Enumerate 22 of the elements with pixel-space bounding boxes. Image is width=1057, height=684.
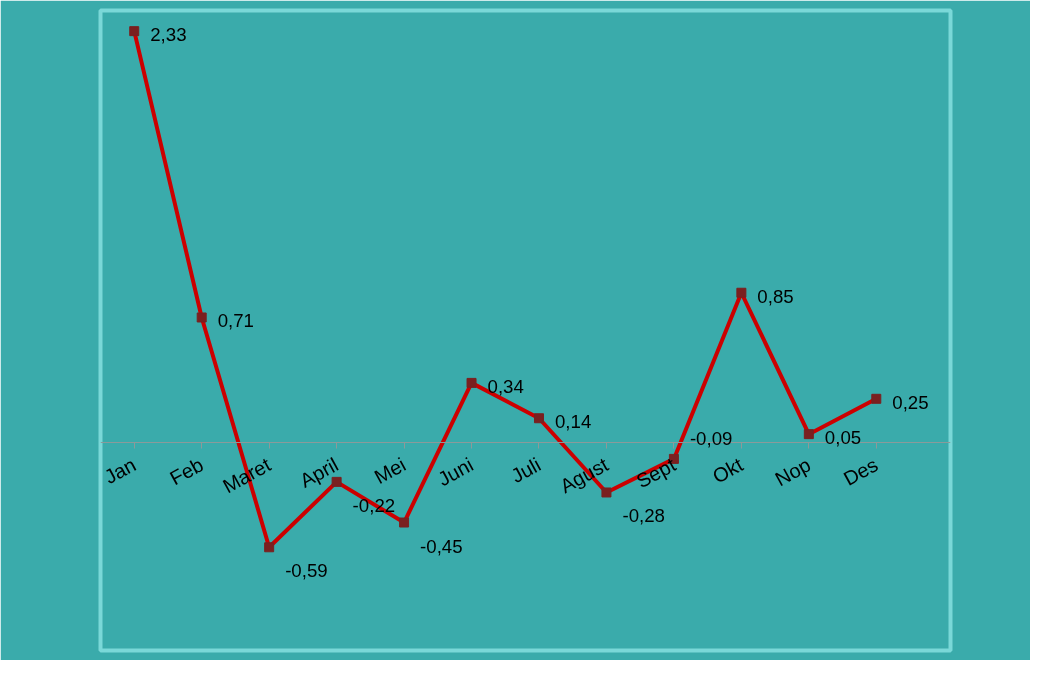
x-tick-label: Sept	[632, 453, 680, 493]
x-tick-label: Feb	[166, 453, 207, 490]
data-label: -0,09	[689, 427, 733, 449]
x-tick-label: Juli	[507, 453, 545, 488]
x-tick-label: Mei	[370, 453, 410, 489]
x-tick-label: Okt	[708, 453, 748, 488]
data-label: 0,85	[757, 285, 794, 307]
data-label: 2,33	[150, 24, 187, 46]
x-tick-label: Jan	[100, 453, 140, 489]
data-label: -0,59	[285, 560, 328, 582]
data-label: 0,71	[217, 310, 254, 332]
data-label: -0,45	[420, 535, 463, 557]
x-tick-label: Nop	[771, 453, 815, 491]
data-label: -0,28	[622, 505, 665, 527]
data-label: 0,25	[892, 391, 929, 413]
x-tick-label: Juni	[434, 453, 477, 491]
data-label: 0,34	[487, 375, 524, 397]
data-label: 0,14	[554, 411, 592, 433]
data-label: 0,05	[824, 427, 862, 449]
x-tick-label: Maret	[219, 453, 275, 498]
x-tick-label: Des	[839, 453, 882, 490]
x-tick-label: April	[296, 453, 342, 492]
